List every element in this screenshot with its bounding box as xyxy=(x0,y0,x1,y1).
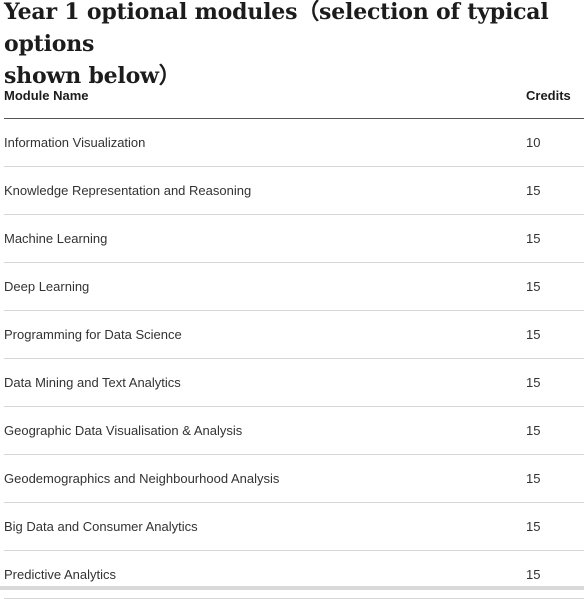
module-name: Predictive Analytics xyxy=(4,567,116,582)
module-name: Deep Learning xyxy=(4,279,90,294)
module-credits: 15 xyxy=(526,327,541,342)
module-name: Geographic Data Visualisation & Analysis xyxy=(4,423,243,438)
module-credits: 15 xyxy=(526,279,541,294)
table-row: Information Visualization 10 xyxy=(4,119,584,167)
module-credits: 15 xyxy=(526,231,541,246)
table-row: Machine Learning 15 xyxy=(4,215,584,263)
module-credits: 15 xyxy=(526,567,541,582)
table-row: Geodemographics and Neighbourhood Analys… xyxy=(4,455,584,503)
table-row: Deep Learning 15 xyxy=(4,263,584,311)
table-row: Big Data and Consumer Analytics 15 xyxy=(4,503,584,551)
module-credits: 15 xyxy=(526,519,541,534)
module-credits: 15 xyxy=(526,423,541,438)
header-credits: Credits xyxy=(526,88,571,103)
table-row: Programming for Data Science 15 xyxy=(4,311,584,359)
module-name: Programming for Data Science xyxy=(4,327,182,342)
section-heading: Year 1 optional modules（selection of typ… xyxy=(4,0,549,89)
module-credits: 10 xyxy=(526,135,541,150)
module-name: Geodemographics and Neighbourhood Analys… xyxy=(4,471,280,486)
module-credits: 15 xyxy=(526,471,541,486)
module-name: Machine Learning xyxy=(4,231,108,246)
module-credits: 15 xyxy=(526,183,541,198)
viewport-bottom-edge xyxy=(0,586,584,590)
table-row: Knowledge Representation and Reasoning 1… xyxy=(4,167,584,215)
module-credits: 15 xyxy=(526,375,541,390)
table-header-row: Module Name Credits xyxy=(4,72,584,119)
table-row: Data Mining and Text Analytics 15 xyxy=(4,359,584,407)
table-row: Predictive Analytics 15 xyxy=(4,551,584,599)
module-name: Information Visualization xyxy=(4,135,146,150)
table-row: Geographic Data Visualisation & Analysis… xyxy=(4,407,584,455)
modules-table: Module Name Credits Information Visualiz… xyxy=(4,72,584,599)
module-name: Data Mining and Text Analytics xyxy=(4,375,181,390)
module-name: Knowledge Representation and Reasoning xyxy=(4,183,252,198)
header-module-name: Module Name xyxy=(4,88,89,103)
module-name: Big Data and Consumer Analytics xyxy=(4,519,198,534)
